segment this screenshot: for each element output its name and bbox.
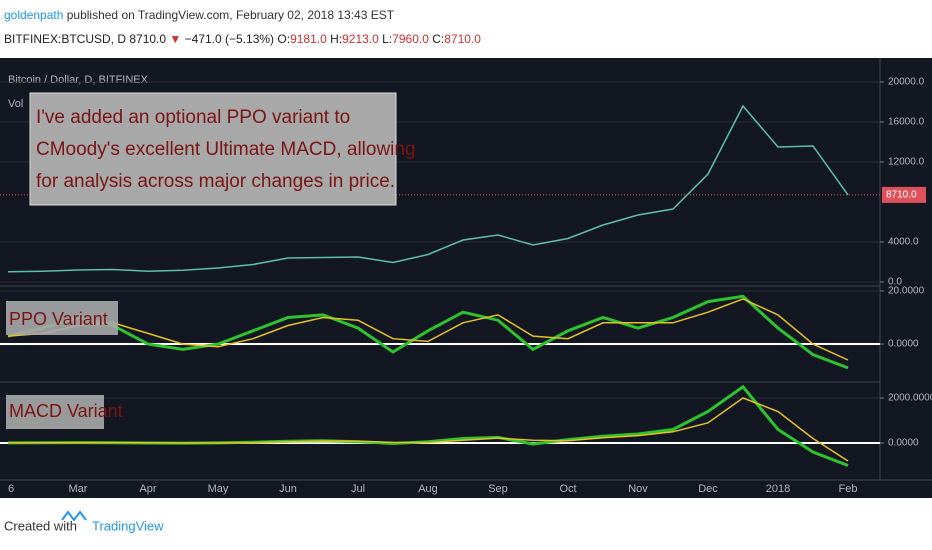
x-tick-label: 6 bbox=[8, 483, 14, 495]
subtitle: Vol bbox=[8, 98, 23, 110]
series-line bbox=[7, 104, 849, 273]
x-tick-label: Aug bbox=[418, 483, 438, 495]
annotation: for analysis across major changes in pri… bbox=[36, 171, 395, 192]
logo bbox=[61, 510, 87, 522]
pane-label-box bbox=[6, 395, 104, 429]
ohlc-key: H: bbox=[330, 32, 342, 46]
y-tick-label: 2000.0000 bbox=[888, 393, 932, 404]
y-tick-label: 12000.0 bbox=[888, 157, 925, 168]
change: −471.0 (−5.13%) bbox=[185, 32, 274, 46]
author: goldenpath bbox=[4, 8, 63, 22]
y-tick-label: 0.0000 bbox=[888, 438, 919, 449]
header: goldenpath published on TradingView.com,… bbox=[4, 8, 395, 22]
annotation: CMoody's excellent Ultimate MACD, allowi… bbox=[36, 139, 416, 160]
last-price-box bbox=[882, 186, 926, 203]
pane-label-box bbox=[6, 301, 118, 335]
x-tick-label: Jun bbox=[279, 483, 297, 495]
pane-title: PPO Variant bbox=[9, 309, 108, 329]
ohlc-val: 9181.0 bbox=[290, 32, 327, 46]
x-tick-label: Sep bbox=[488, 483, 508, 495]
y-tick-label: 0.0000 bbox=[888, 339, 919, 350]
y-tick-label: 4000.0 bbox=[888, 237, 919, 248]
footer-text: Created with bbox=[4, 518, 77, 533]
ohlc-val: 9213.0 bbox=[342, 32, 379, 46]
ohlc-key: O: bbox=[277, 32, 290, 46]
x-tick-label: 2018 bbox=[766, 483, 790, 495]
pane-title: MACD Variant bbox=[9, 401, 123, 421]
ohlc-key: L: bbox=[382, 32, 392, 46]
series-line bbox=[7, 298, 849, 361]
symbol-line: BITFINEX:BTCUSD, D 8710.0 ▼ −471.0 (−5.1… bbox=[4, 32, 481, 46]
x-tick-label: Apr bbox=[139, 483, 156, 495]
x-tick-label: Dec bbox=[698, 483, 718, 495]
x-tick-label: Mar bbox=[69, 483, 88, 495]
plots: 6 Mar Apr May Jun Jul Aug Sep Oct Nov Dec 2018 Feb 0.… bbox=[0, 77, 932, 495]
arrow: ▼ bbox=[169, 32, 181, 46]
x-tick-label: May bbox=[208, 483, 229, 495]
symbol: BITFINEX:BTCUSD, D bbox=[4, 32, 126, 46]
brand: TradingView bbox=[92, 518, 164, 533]
x-tick-label: Jul bbox=[351, 483, 365, 495]
y-tick-label: 20000.0 bbox=[888, 77, 925, 88]
ohlc-val: 7960.0 bbox=[392, 32, 429, 46]
ohlc-key: C: bbox=[432, 32, 444, 46]
published: published on TradingView.com, February 0… bbox=[67, 8, 395, 22]
annotation-box bbox=[29, 92, 397, 206]
last-price-label: 8710.0 bbox=[886, 190, 917, 201]
y-tick-label: 20.0000 bbox=[888, 286, 925, 297]
y-tick-label: 16000.0 bbox=[888, 117, 925, 128]
last: 8710.0 bbox=[129, 32, 166, 46]
series-line bbox=[7, 397, 849, 462]
x-tick-label: Nov bbox=[628, 483, 648, 495]
ohlc-val: 8710.0 bbox=[444, 32, 481, 46]
annotation: I've added an optional PPO variant to bbox=[36, 107, 350, 128]
y-tick-label: 0.0 bbox=[888, 277, 902, 288]
chart-title: Bitcoin / Dollar, D, BITFINEX bbox=[8, 74, 149, 86]
x-tick-label: Feb bbox=[839, 483, 858, 495]
x-tick-label: Oct bbox=[559, 483, 576, 495]
series-line bbox=[7, 294, 849, 370]
